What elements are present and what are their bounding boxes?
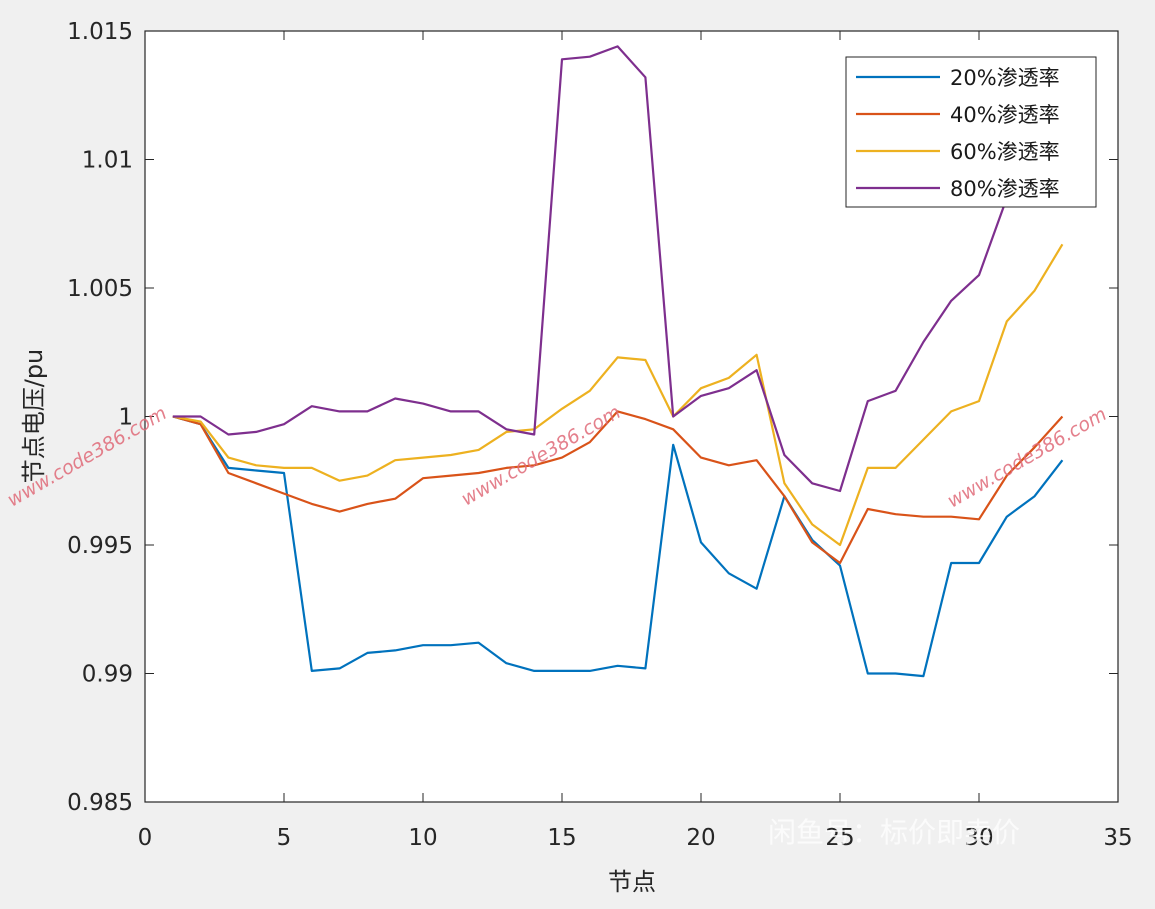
x-axis-title: 节点 [608,868,656,896]
y-tick-label: 1.015 [67,19,133,45]
x-tick-label: 25 [825,825,854,851]
series-line-3 [172,243,1064,547]
series-line-4 [172,45,1064,493]
legend-label-3: 60%渗透率 [950,140,1060,164]
x-axis: 0 5 10 15 20 25 30 35 [138,31,1133,851]
series-line-1 [172,415,1064,678]
series-layer [172,45,1064,678]
xianyu-id-watermark: 闲鱼号：标价即卖价 [768,816,1020,849]
y-tick-label: 0.985 [67,790,133,816]
y-tick-label: 0.995 [67,533,133,559]
xianyu-logo-text: 闲鱼 [1018,740,1074,773]
x-tick-label: 10 [408,825,437,851]
series-line-2 [172,410,1064,565]
y-tick-label: 1.01 [82,148,133,174]
legend: 20%渗透率 40%渗透率 60%渗透率 80%渗透率 [845,56,1097,208]
y-axis-title: 节点电压/pu [20,349,48,484]
x-tick-label: 15 [547,825,576,851]
y-axis: 0.985 0.99 0.995 1 1.005 1.01 1.015 [67,19,1118,816]
y-tick-label: 1.005 [67,276,133,302]
x-tick-label: 35 [1103,825,1132,851]
xianyu-logo-badge [988,726,1104,784]
y-tick-label: 1 [118,405,133,431]
legend-label-2: 40%渗透率 [950,103,1060,127]
y-tick-label: 0.99 [82,662,133,688]
x-tick-label: 30 [964,825,993,851]
legend-label-4: 80%渗透率 [950,177,1060,201]
x-tick-label: 20 [686,825,715,851]
x-tick-label: 5 [277,825,292,851]
legend-box [845,56,1097,208]
x-tick-label: 0 [138,825,153,851]
legend-label-1: 20%渗透率 [950,66,1060,90]
